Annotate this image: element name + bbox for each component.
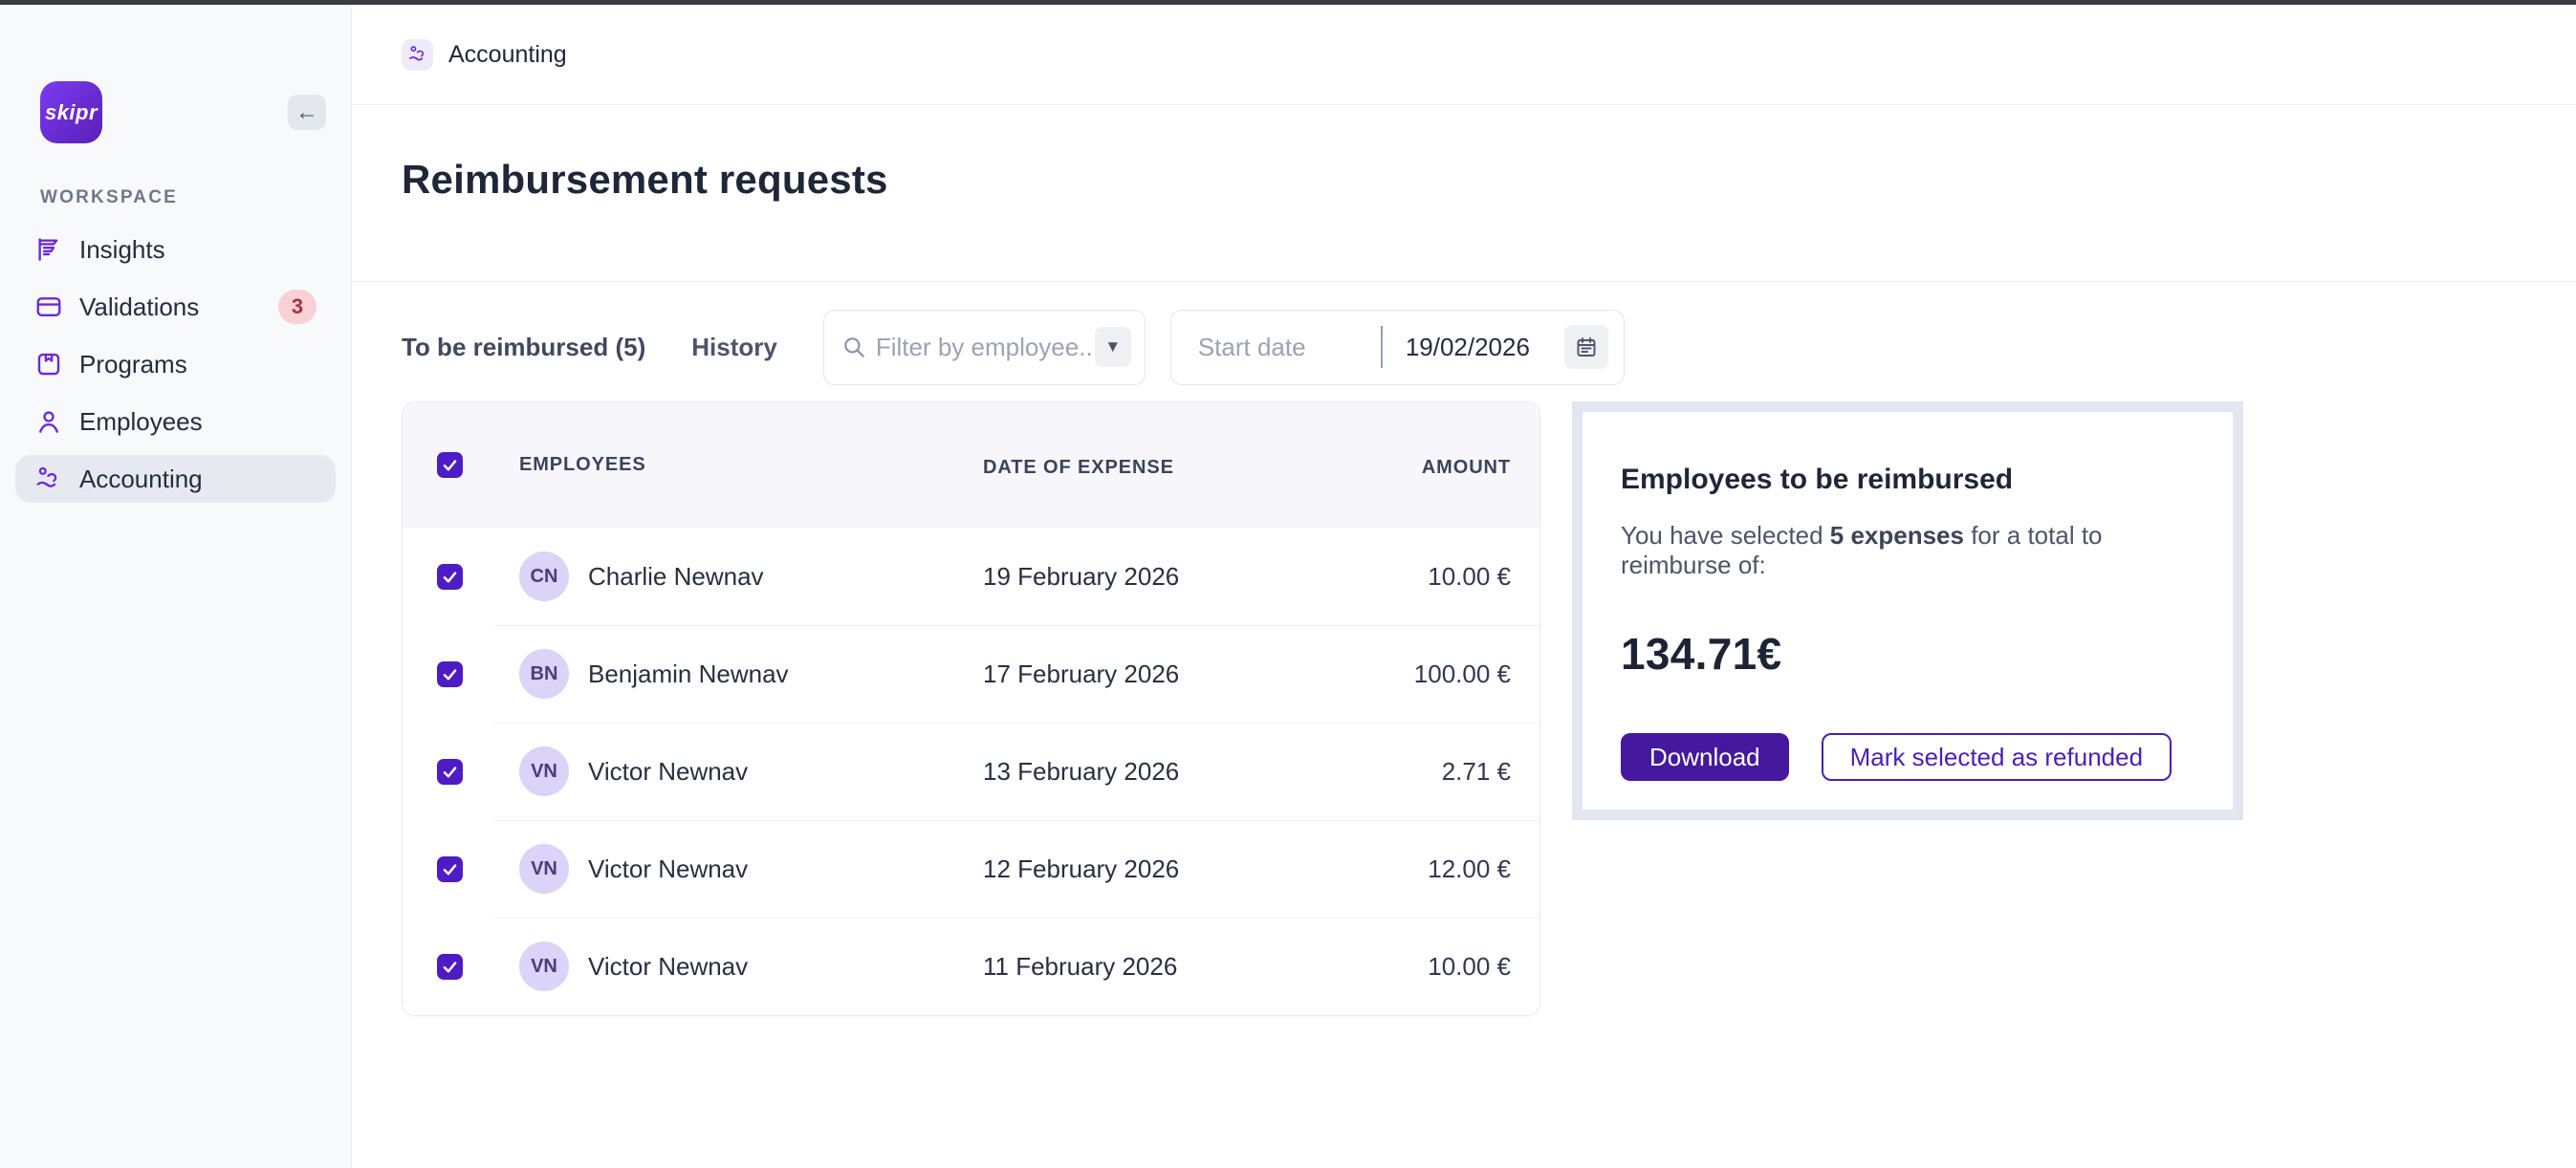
search-icon (844, 337, 864, 357)
breadcrumb: Accounting (352, 5, 2576, 105)
sidebar-item-label: Employees (79, 406, 203, 436)
accounting-breadcrumb-icon (402, 38, 433, 71)
content-row: EMPLOYEES DATE OF EXPENSE AMOUNT CN Char… (402, 401, 2576, 1016)
employee-name: Charlie Newnav (588, 561, 764, 591)
table-row[interactable]: VN Victor Newnav 12 February 2026 12.00 … (403, 820, 1539, 918)
expense-amount: 100.00 € (1413, 659, 1511, 688)
employee-name: Benjamin Newnav (588, 659, 789, 688)
table-row[interactable]: VN Victor Newnav 13 February 2026 2.71 € (403, 723, 1539, 820)
table-row[interactable]: CN Charlie Newnav 19 February 2026 10.00… (403, 528, 1539, 625)
expense-date: 11 February 2026 (983, 951, 1178, 981)
column-header-date: DATE OF EXPENSE (983, 456, 1174, 478)
avatar: VN (519, 941, 569, 991)
sidebar-item-insights[interactable]: Insights (15, 226, 336, 273)
card-icon (34, 292, 63, 321)
start-date-input[interactable] (1197, 332, 1375, 362)
table-row[interactable]: BN Benjamin Newnav 17 February 2026 100.… (403, 625, 1539, 723)
column-header-amount: AMOUNT (1421, 456, 1511, 478)
sidebar-item-validations[interactable]: Validations 3 (15, 283, 336, 331)
employee-name: Victor Newnav (588, 756, 749, 786)
date-range-picker (1169, 309, 1625, 385)
sidebar: skipr ← WORKSPACE Insights Valida (0, 5, 352, 1168)
row-checkbox[interactable] (436, 660, 463, 687)
tab-history[interactable]: History (691, 332, 777, 361)
tab-to-be-reimbursed[interactable]: To be reimbursed (5) (402, 332, 646, 361)
sidebar-item-employees[interactable]: Employees (15, 398, 336, 445)
expense-amount: 12.00 € (1428, 854, 1511, 883)
calendar-button[interactable] (1563, 325, 1608, 369)
sidebar-header: skipr ← (0, 81, 351, 143)
sidebar-item-accounting[interactable]: Accounting (15, 455, 336, 503)
summary-actions: Download Mark selected as refunded (1621, 733, 2194, 781)
row-checkbox[interactable] (436, 855, 463, 882)
select-all-checkbox[interactable] (436, 451, 463, 478)
summary-subtitle: You have selected 5 expenses for a total… (1621, 521, 2194, 580)
sidebar-item-label: Programs (79, 349, 187, 379)
expense-date: 12 February 2026 (983, 854, 1180, 883)
row-checkbox[interactable] (436, 758, 463, 785)
table-row[interactable]: VN Victor Newnav 11 February 2026 10.00 … (403, 918, 1539, 1015)
expense-amount: 2.71 € (1441, 756, 1511, 786)
insights-icon (34, 235, 63, 264)
avatar: CN (519, 552, 569, 601)
total-amount: 134.71€ (1621, 629, 1782, 679)
employee-filter-dropdown-button[interactable]: ▼ (1094, 327, 1131, 367)
sidebar-item-label: Validations (79, 292, 200, 321)
calendar-icon (1577, 337, 1596, 357)
summary-panel-inner: Employees to be reimbursed You have sele… (1583, 412, 2233, 810)
avatar: VN (519, 844, 569, 894)
summary-subtitle-prefix: You have selected (1621, 521, 1830, 550)
employee-filter-input[interactable] (875, 332, 1095, 362)
summary-panel: Employees to be reimbursed You have sele… (1572, 401, 2243, 820)
controls-row: To be reimbursed (5) History ▼ (402, 309, 2576, 385)
package-icon (34, 350, 63, 379)
sidebar-item-label: Insights (79, 234, 165, 264)
window-top-bar (0, 0, 2576, 5)
breadcrumb-label[interactable]: Accounting (448, 40, 567, 68)
sidebar-item-label: Accounting (79, 464, 203, 493)
end-date-input[interactable] (1405, 332, 1564, 362)
hand-coin-icon (34, 465, 63, 493)
page-title: Reimbursement requests (402, 157, 888, 202)
column-header-employees: EMPLOYEES (519, 453, 646, 475)
sidebar-item-programs[interactable]: Programs (15, 340, 336, 388)
date-range-separator (1380, 326, 1383, 368)
download-button[interactable]: Download (1621, 733, 1789, 781)
expense-amount: 10.00 € (1428, 561, 1511, 591)
table-header-row: EMPLOYEES DATE OF EXPENSE AMOUNT (403, 402, 1539, 528)
workspace-section-label: WORKSPACE (40, 187, 179, 207)
employee-filter: ▼ (822, 309, 1146, 385)
summary-selected-count: 5 expenses (1829, 521, 1964, 550)
person-icon (34, 407, 63, 436)
expense-date: 19 February 2026 (983, 561, 1180, 591)
app-root: skipr ← WORKSPACE Insights Valida (0, 5, 2576, 1168)
mark-refunded-button[interactable]: Mark selected as refunded (1821, 733, 2172, 781)
validations-count-badge: 3 (278, 290, 317, 324)
expense-date: 13 February 2026 (983, 756, 1180, 786)
avatar: VN (519, 746, 569, 796)
employee-name: Victor Newnav (588, 951, 749, 981)
row-checkbox[interactable] (436, 563, 463, 590)
row-checkbox[interactable] (436, 953, 463, 980)
skipr-logo: skipr (40, 81, 102, 143)
expense-date: 17 February 2026 (983, 659, 1180, 688)
summary-subtitle-suffix: for a total to reimburse of: (1621, 521, 2103, 579)
avatar: BN (519, 649, 569, 699)
main-content: Accounting Reimbursement requests To be … (352, 5, 2576, 1168)
summary-title: Employees to be reimbursed (1621, 464, 2014, 495)
expenses-table: EMPLOYEES DATE OF EXPENSE AMOUNT CN Char… (402, 401, 1540, 1016)
expense-amount: 10.00 € (1428, 951, 1511, 981)
sidebar-collapse-button[interactable]: ← (288, 95, 326, 130)
page-header: Reimbursement requests (352, 105, 2576, 282)
employee-name: Victor Newnav (588, 854, 749, 883)
sidebar-nav: Insights Validations 3 Programs (0, 226, 351, 503)
